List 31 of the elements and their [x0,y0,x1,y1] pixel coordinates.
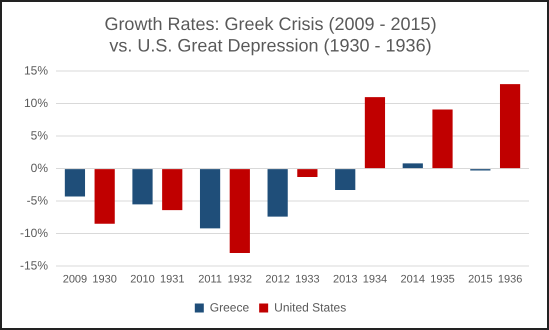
x-tick-label: 2010 1931 [130,274,184,286]
text: vs. U.S. Great Depression (1930 - 1936) [109,35,432,56]
x-tick-label: 2009 1930 [62,274,117,286]
legend-label: Greece [210,300,250,314]
bar [500,84,520,168]
x-tick-label: 2011 1932 [198,274,252,286]
y-tick-label: -5% [26,193,48,208]
y-tick-label: -15% [20,258,48,272]
bar [230,169,250,254]
bar [200,169,220,228]
y-tick-label: 5% [30,128,48,142]
bar [268,169,288,217]
bar [364,97,386,168]
bar [297,169,318,178]
x-tick-label: 2014 1935 [400,274,455,286]
y-tick-label: -10% [20,226,48,240]
bar [402,163,423,168]
x-tick-label: 2012 1933 [265,274,320,286]
y-tick-label: 10% [24,96,48,110]
x-tick-label: 2015 1936 [468,274,522,286]
text: Growth Rates: Greek Crisis (2009 - 2015) [104,14,437,34]
bar [162,169,182,210]
bar [64,169,86,197]
y-tick-label: 0% [30,160,48,175]
bar [132,169,153,204]
legend-label: United States [274,300,346,314]
bar [335,169,356,190]
bar [432,110,453,168]
y-tick-label: 15% [24,64,48,78]
x-tick-label: 2013 1934 [332,274,388,286]
bar [94,169,115,224]
